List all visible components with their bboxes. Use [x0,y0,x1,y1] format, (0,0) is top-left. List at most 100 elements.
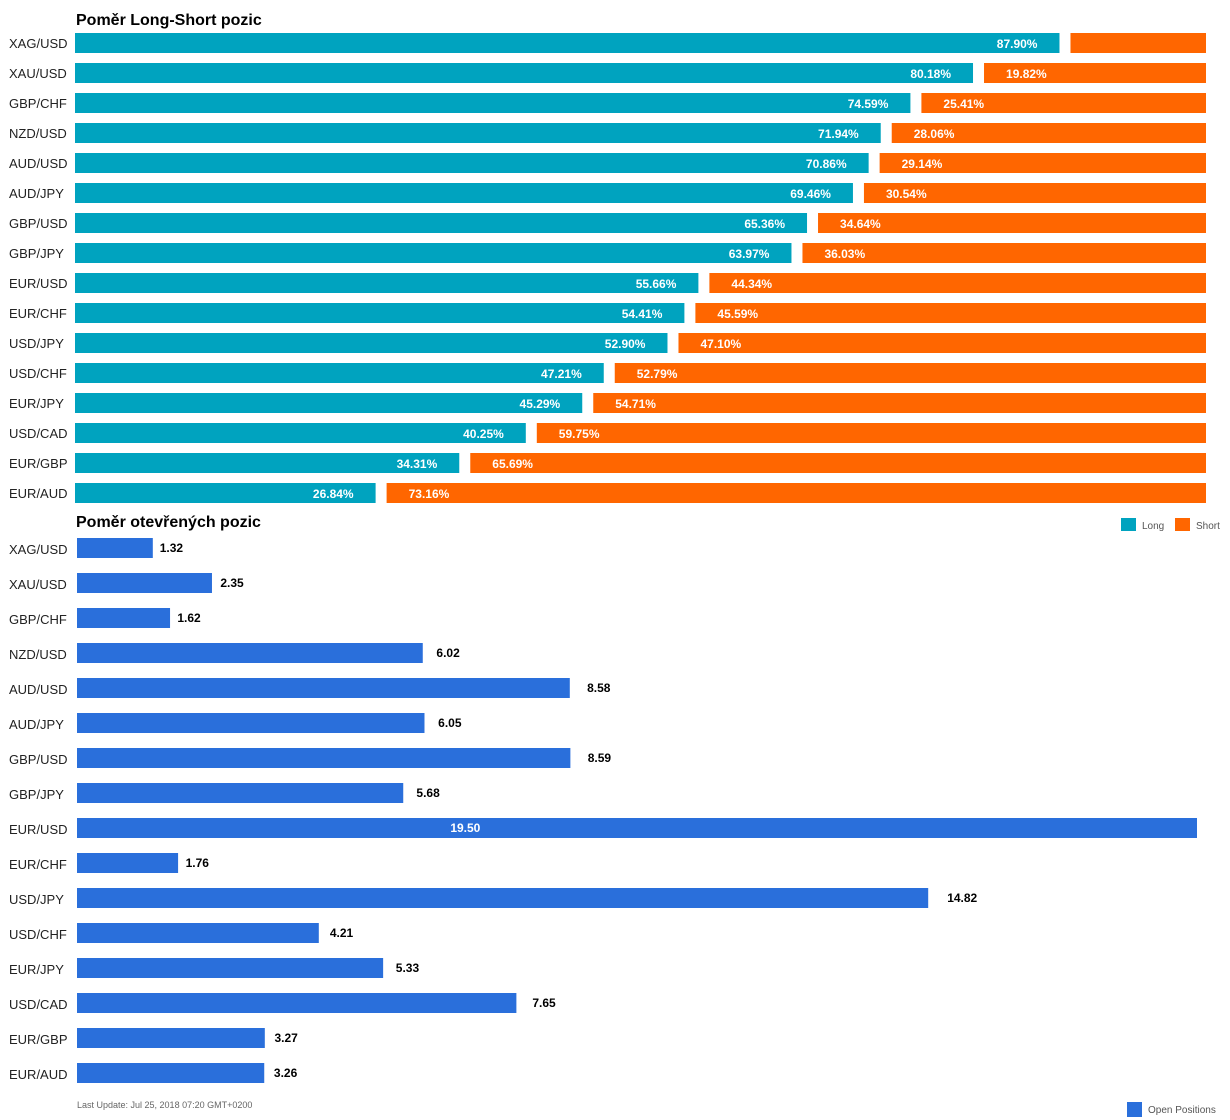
short-value-label: 28.06% [914,127,955,141]
long-value-label: 47.21% [541,367,582,381]
short-value-label: 52.79% [637,367,678,381]
short-value-label: 36.03% [824,247,865,261]
open-positions-bar [77,1028,265,1048]
long-short-chart-title: Poměr Long-Short pozic [76,12,262,29]
open-positions-bar [77,923,319,943]
open-positions-bar [77,573,212,593]
category-label: GBP/CHF [9,612,67,627]
short-bar [678,333,1206,353]
category-label: GBP/JPY [9,787,64,802]
long-bar [75,333,668,353]
open-positions-value-label: 8.59 [588,751,612,765]
long-bar [75,93,911,113]
category-label: AUD/JPY [9,717,64,732]
long-value-label: 26.84% [313,487,354,501]
long-value-label: 87.90% [997,37,1038,51]
open-positions-bar [77,678,570,698]
long-bar [75,123,881,143]
short-value-label: 59.75% [559,427,600,441]
category-label: EUR/JPY [9,962,64,977]
category-label: EUR/AUD [9,1067,68,1082]
category-label: USD/JPY [9,336,64,351]
long-bar [75,63,974,83]
short-bar [470,453,1207,473]
open-positions-bar [77,958,384,978]
open-positions-bar [77,993,517,1013]
last-update-text: Last Update: Jul 25, 2018 07:20 GMT+0200 [77,1100,252,1110]
long-short-legend: Long Short [1121,518,1220,532]
long-bar [75,303,685,323]
short-value-label: 30.54% [886,187,927,201]
short-value-label: 34.64% [840,217,881,231]
short-value-label: 29.14% [902,157,943,171]
short-bar [593,393,1206,413]
category-label: XAU/USD [9,66,67,81]
category-label: AUD/JPY [9,186,64,201]
open-positions-value-label: 19.50 [450,821,480,835]
long-value-label: 63.97% [729,247,770,261]
open-positions-value-label: 2.35 [220,576,244,590]
open-positions-bar [77,818,1197,838]
short-bar [921,93,1206,113]
long-bar [75,273,699,293]
open-positions-bar [77,608,171,628]
long-bar [75,363,604,383]
open-positions-value-label: 1.76 [186,856,210,870]
open-positions-bar [77,888,929,908]
long-value-label: 55.66% [636,277,677,291]
open-positions-value-label: 1.62 [177,611,201,625]
open-positions-chart: XAG/USD 1.32 XAU/USD 2.35 GBP/CHF 1.62 NZD/USD… [9,538,1197,1083]
category-label: XAG/USD [9,36,68,51]
category-label: AUD/USD [9,682,68,697]
category-label: EUR/CHF [9,306,67,321]
legend-swatch [1121,518,1136,531]
category-label: USD/CAD [9,997,68,1012]
category-label: AUD/USD [9,156,68,171]
long-bar [75,423,526,443]
short-value-label: 44.34% [731,277,772,291]
short-bar [984,63,1206,83]
long-bar [75,33,1060,53]
long-bar [75,153,869,173]
long-short-chart: XAG/USD 87.90% XAU/USD 80.18% 19.82% GBP/CHF 7… [9,33,1207,503]
short-value-label: 47.10% [700,337,741,351]
long-value-label: 70.86% [806,157,847,171]
long-value-label: 45.29% [520,397,561,411]
category-label: EUR/AUD [9,486,68,501]
open-positions-value-label: 14.82 [947,891,977,905]
category-label: XAU/USD [9,577,67,592]
category-label: GBP/USD [9,752,68,767]
long-bar [75,483,376,503]
category-label: EUR/GBP [9,1032,68,1047]
open-positions-bar [77,748,571,768]
long-bar [75,183,853,203]
legend-label: Long [1142,521,1164,532]
open-positions-bar [77,643,423,663]
open-positions-value-label: 7.65 [532,996,556,1010]
legend-swatch [1127,1102,1142,1117]
short-bar [386,483,1206,503]
long-bar [75,213,808,233]
open-positions-bar [77,783,404,803]
legend-label: Open Positions [1148,1105,1216,1116]
long-value-label: 34.31% [397,457,438,471]
short-bar [818,213,1206,233]
long-value-label: 74.59% [848,97,889,111]
category-label: EUR/GBP [9,456,68,471]
short-bar [891,123,1206,143]
short-bar [709,273,1206,293]
category-label: USD/CHF [9,366,67,381]
open-positions-bar [77,713,425,733]
open-positions-value-label: 5.33 [396,961,420,975]
open-positions-bar [77,538,153,558]
category-label: EUR/CHF [9,857,67,872]
open-positions-value-label: 6.05 [438,716,462,730]
open-positions-value-label: 3.27 [275,1031,299,1045]
category-label: GBP/USD [9,216,68,231]
category-label: XAG/USD [9,542,68,557]
short-value-label: 25.41% [943,97,984,111]
short-value-label: 45.59% [717,307,758,321]
short-bar [695,303,1206,323]
short-value-label: 73.16% [409,487,450,501]
